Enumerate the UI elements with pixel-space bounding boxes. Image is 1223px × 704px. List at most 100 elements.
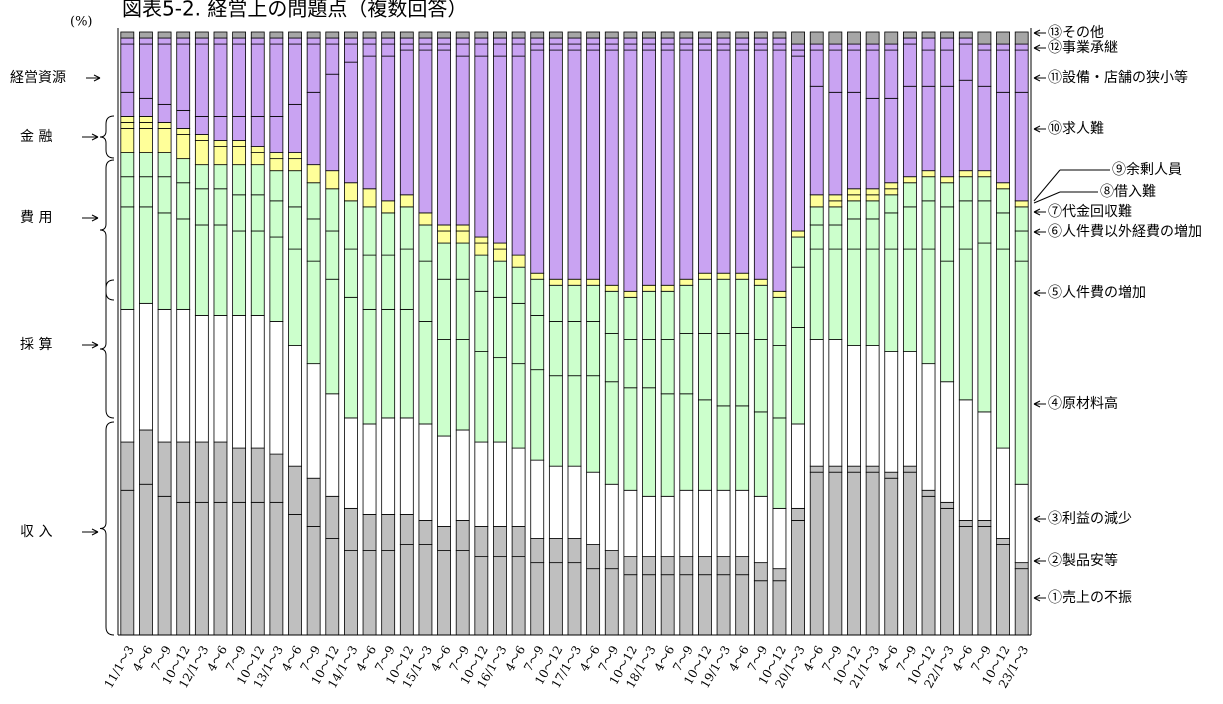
bar-segment xyxy=(884,182,899,190)
bar-segment xyxy=(306,43,321,93)
bar-segment xyxy=(139,116,153,123)
bar-segment xyxy=(493,37,507,45)
bar-segment xyxy=(511,526,526,558)
bar-segment xyxy=(232,116,247,141)
bar-segment xyxy=(977,200,992,244)
bar-segment xyxy=(344,31,358,39)
bar-segment xyxy=(493,441,507,527)
bar-segment xyxy=(232,31,247,39)
bar-segment xyxy=(921,200,936,250)
legend-label: ①売上の不振 xyxy=(1048,590,1132,606)
bar-segment xyxy=(716,31,731,39)
bar-segment xyxy=(847,91,861,190)
bar-segment xyxy=(437,37,451,45)
bar-segment xyxy=(716,37,731,45)
bar-segment xyxy=(325,170,340,190)
bar-segment xyxy=(269,116,284,153)
bar-segment xyxy=(847,188,861,196)
bar-segment xyxy=(567,31,582,39)
bar-segment xyxy=(884,212,899,250)
bar-segment xyxy=(493,43,507,57)
bar-segment xyxy=(642,49,656,286)
bar-segment xyxy=(157,212,172,310)
bar-segment xyxy=(250,501,265,636)
bar-segment xyxy=(418,31,433,39)
bar-segment xyxy=(660,393,675,497)
bar-segment xyxy=(902,206,917,250)
bar-segment xyxy=(586,568,601,636)
bar-segment xyxy=(474,242,489,256)
bar-segment xyxy=(362,308,377,425)
bar-segment xyxy=(660,49,675,286)
bar-segment xyxy=(623,43,638,51)
bar-segment xyxy=(623,339,638,389)
bar-segment xyxy=(306,526,321,636)
bar-segment xyxy=(157,152,172,178)
bar-segment xyxy=(698,31,712,39)
bar-segment xyxy=(437,435,451,527)
bar-segment xyxy=(306,218,321,262)
bar-segment xyxy=(548,43,563,51)
bar-segment xyxy=(269,170,284,202)
bar-segment xyxy=(548,538,563,564)
bar-segment xyxy=(344,37,358,45)
bar-segment xyxy=(623,296,638,340)
bar-segment xyxy=(437,526,451,551)
bar-segment xyxy=(455,278,470,340)
bar-segment xyxy=(809,49,824,87)
bar-segment xyxy=(977,170,992,178)
bar-segment xyxy=(176,128,191,135)
bar-segment xyxy=(213,140,228,147)
bar-segment xyxy=(604,568,619,636)
bar-segment xyxy=(381,417,396,515)
bar-segment xyxy=(884,188,899,196)
bar-segment xyxy=(1014,200,1029,208)
bar-segment xyxy=(679,278,694,286)
bar-segment xyxy=(996,538,1010,545)
bar-segment xyxy=(157,308,172,443)
bar-segment xyxy=(791,423,805,509)
bar-segment xyxy=(157,103,172,123)
bar-segment xyxy=(250,31,265,39)
legend-arrow-head xyxy=(1033,74,1041,82)
bar-segment xyxy=(884,194,899,214)
bar-segment xyxy=(623,49,638,292)
bar-segment xyxy=(511,37,526,45)
legend-label: ③利益の減少 xyxy=(1048,510,1132,527)
bar-segment xyxy=(344,248,358,298)
bar-segment xyxy=(120,91,135,117)
bar-segment xyxy=(902,176,917,184)
legend-label: ⑧借入難 xyxy=(1100,184,1156,200)
bar-segment xyxy=(660,495,675,558)
bar-segment xyxy=(828,31,843,45)
bar-segment xyxy=(511,266,526,304)
bar-segment xyxy=(437,339,451,437)
bar-segment xyxy=(1014,260,1029,485)
brace xyxy=(99,159,115,301)
bar-segment xyxy=(474,351,489,443)
bar-segment xyxy=(139,31,153,39)
bar-segment xyxy=(1014,206,1029,232)
bar-segment xyxy=(139,206,153,304)
bar-segment xyxy=(194,315,209,443)
bar-segment xyxy=(604,483,619,551)
legend-label: ⑦代金回収難 xyxy=(1048,204,1132,220)
bar-segment xyxy=(344,507,358,551)
bar-segment xyxy=(399,43,414,51)
bar-segment xyxy=(530,459,545,539)
bar-segment xyxy=(232,37,247,45)
bar-segment xyxy=(474,254,489,292)
bar-segment xyxy=(996,31,1010,45)
bar-segment xyxy=(399,206,414,250)
bar-segment xyxy=(250,152,265,166)
bar-segment xyxy=(753,31,768,39)
bar-segment xyxy=(399,514,414,545)
bar-segment xyxy=(381,550,396,636)
bar-segment xyxy=(325,393,340,497)
bar-segment xyxy=(548,37,563,45)
bar-segment xyxy=(735,574,750,636)
bar-segment xyxy=(772,580,787,636)
bar-segment xyxy=(530,272,545,280)
bar-segment xyxy=(716,49,731,274)
bar-segment xyxy=(325,278,340,395)
